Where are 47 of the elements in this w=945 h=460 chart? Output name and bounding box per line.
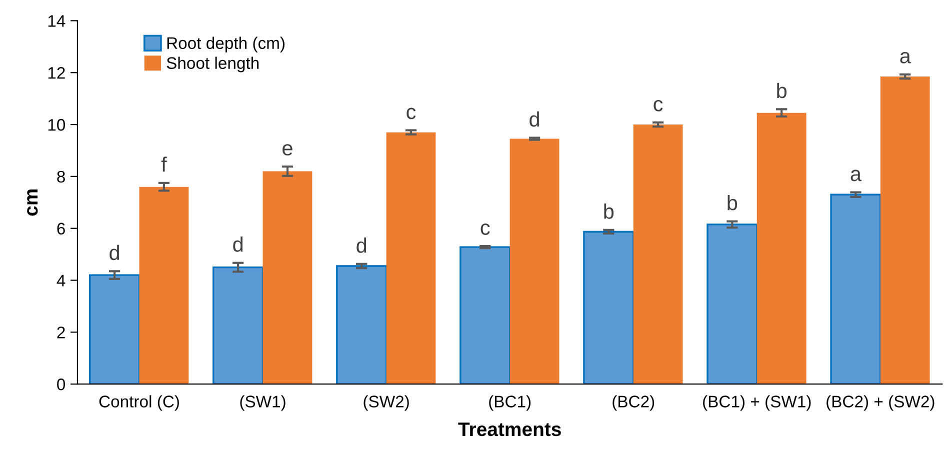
data-label: e (282, 144, 292, 156)
data-label: c (406, 108, 416, 120)
y-tick-label: 10 (48, 118, 66, 131)
y-tick-label: 4 (56, 274, 66, 286)
bar (830, 194, 882, 384)
data-label: d (530, 111, 539, 127)
x-axis-title: Treatments (458, 422, 561, 436)
y-tick-label: 0 (57, 378, 66, 390)
x-tick-label: (BC1) + (SW1) (703, 395, 811, 411)
bar (336, 265, 388, 384)
y-tick-label: 8 (57, 170, 65, 183)
y-tick-label: 12 (48, 67, 65, 79)
data-label: b (728, 194, 738, 210)
bar (633, 124, 683, 384)
y-tick-label: 6 (57, 222, 65, 235)
bar (212, 266, 264, 384)
bar (756, 112, 806, 384)
legend-label: Root depth (cm) (167, 36, 284, 52)
data-label: a (850, 170, 862, 182)
y-axis-title: cm (27, 190, 38, 216)
data-label: d (233, 236, 243, 252)
bar (510, 138, 560, 384)
bar (386, 132, 436, 384)
data-label: f (161, 156, 167, 172)
bar (706, 224, 758, 384)
data-label: d (110, 244, 119, 260)
data-label: c (480, 224, 490, 235)
bar (583, 230, 634, 384)
data-label: a (900, 52, 911, 64)
data-label: d (356, 238, 366, 253)
x-tick-label: Control (C) (99, 395, 179, 411)
x-tick-label: (BC2) (612, 395, 654, 411)
y-tick-label: 2 (57, 326, 65, 338)
x-tick-label: (SW2) (364, 395, 409, 411)
x-tick-label: (BC1) (489, 395, 531, 411)
bar (880, 76, 930, 384)
x-tick-label: (BC2) + (SW2) (826, 395, 934, 411)
y-tick-label: 14 (48, 15, 66, 27)
bar (89, 274, 140, 384)
data-label: b (604, 204, 614, 219)
bar (262, 171, 312, 384)
bar (139, 186, 189, 384)
legend-label: Shoot length (166, 56, 259, 72)
data-label: b (777, 82, 787, 98)
data-label: c (654, 100, 663, 112)
x-tick-label: (SW1) (240, 395, 286, 411)
bar (460, 246, 511, 384)
